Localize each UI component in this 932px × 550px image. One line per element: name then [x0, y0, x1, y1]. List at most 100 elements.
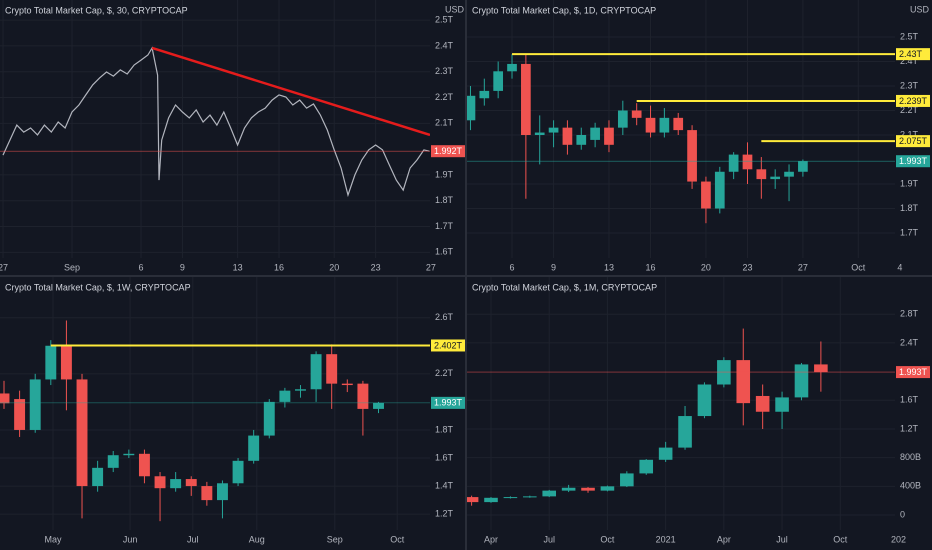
level-label: 2.075T: [899, 136, 928, 146]
candle-body: [201, 486, 213, 501]
y-tick-label: 2.8T: [900, 309, 919, 319]
candle-body: [775, 397, 789, 412]
plot-area: [2, 46, 430, 198]
x-tick-label: 4: [897, 262, 902, 272]
y-tick-label: 1.9T: [435, 169, 454, 179]
candle-body: [373, 402, 384, 409]
x-tick-label: 16: [646, 262, 656, 272]
x-tick-label: 20: [701, 262, 711, 272]
x-tick-label: Oct: [600, 534, 615, 544]
x-tick-label: Jun: [123, 534, 138, 544]
y-tick-label: 2.1T: [435, 118, 454, 128]
y-tick-label: 2.2T: [435, 368, 454, 378]
candle-body: [617, 110, 628, 128]
candle-body: [76, 379, 88, 487]
candle-body: [728, 154, 739, 172]
candle-body: [248, 435, 260, 461]
x-tick-label: 13: [233, 262, 243, 272]
candle-body: [620, 473, 634, 487]
x-tick-label: 13: [604, 262, 614, 272]
candle-body: [562, 127, 573, 145]
y-axis-label: USD: [445, 4, 465, 14]
grid: [0, 0, 430, 258]
y-tick-label: 1.9T: [900, 178, 919, 188]
plot-area: [467, 54, 808, 224]
y-tick-label: 2.1T: [900, 129, 919, 139]
y-tick-label: 2.2T: [435, 92, 454, 102]
x-tick-label: 2021: [656, 534, 676, 544]
candle-body: [576, 135, 587, 145]
level-label-bg: [896, 94, 930, 107]
candle-body: [631, 110, 642, 118]
candle-body: [170, 479, 182, 489]
last-price-bg: [431, 396, 465, 409]
level-label: 2.239T: [899, 96, 928, 106]
x-tick-label: 27: [426, 262, 436, 272]
candle-body: [232, 460, 244, 484]
last-price-label: 1.993T: [899, 367, 928, 377]
level-label: 2.43T: [899, 49, 923, 59]
grid: [467, 0, 895, 258]
candle-body: [467, 95, 476, 121]
y-tick-label: 1.6T: [435, 247, 454, 257]
candle-body: [755, 395, 770, 412]
x-tick-label: 202: [891, 534, 906, 544]
candle-body: [770, 176, 781, 180]
y-tick-label: 1.4T: [435, 480, 454, 490]
candle-body: [60, 345, 72, 380]
x-tick-label: 6: [510, 262, 515, 272]
candle-body: [14, 399, 26, 430]
y-tick-label: 400B: [900, 481, 921, 491]
level-label-bg: [896, 135, 930, 148]
last-price-bg: [896, 366, 930, 379]
last-price-bg: [896, 155, 930, 168]
y-tick-label: 2.5T: [900, 31, 919, 41]
y-tick-label: 2.3T: [900, 80, 919, 90]
candle-body: [561, 487, 576, 491]
candle-body: [216, 483, 228, 501]
candle-body: [542, 490, 557, 497]
last-price-label: 1.993T: [434, 398, 463, 408]
y-tick-label: 2.4T: [435, 40, 454, 50]
candle-body: [604, 127, 614, 145]
x-tick-label: Oct: [390, 534, 405, 544]
x-tick-label: Jul: [776, 534, 788, 544]
x-tick-label: 23: [371, 262, 381, 272]
candle-body: [279, 390, 291, 402]
candle-body: [467, 497, 479, 503]
level-label-bg: [896, 48, 930, 61]
candle-body: [341, 383, 353, 386]
chart-title: Crypto Total Market Cap, $, 1D, CRYPTOCA…: [472, 5, 656, 15]
y-tick-label: 1.8T: [900, 203, 919, 213]
candle-body: [123, 453, 135, 456]
y-tick-label: 2.2T: [900, 105, 919, 115]
candle-body: [310, 354, 322, 390]
x-tick-label: May: [44, 534, 62, 544]
x-tick-label: 16: [274, 262, 284, 272]
candle-body: [658, 447, 673, 460]
x-tick-label: 6: [139, 262, 144, 272]
x-tick-label: Oct: [833, 534, 848, 544]
last-price-label: 1.993T: [899, 156, 928, 166]
x-tick-label: Jul: [543, 534, 555, 544]
chart-title: Crypto Total Market Cap, $, 1M, CRYPTOCA…: [472, 282, 657, 292]
candle-body: [678, 416, 692, 448]
chart-title: Crypto Total Market Cap, $, 30, CRYPTOCA…: [5, 5, 188, 15]
trend-line: [151, 46, 430, 137]
candle-body: [590, 127, 600, 140]
y-tick-label: 1.2T: [435, 509, 454, 519]
candle-body: [484, 497, 498, 503]
candle-body: [742, 154, 753, 170]
x-tick-label: Jul: [187, 534, 199, 544]
candle-body: [493, 71, 504, 91]
x-tick-label: Apr: [717, 534, 731, 544]
x-tick-label: Apr: [484, 534, 498, 544]
y-tick-label: 1.8T: [435, 424, 454, 434]
plot-area: [0, 320, 384, 522]
x-tick-label: 23: [742, 262, 752, 272]
level-label-bg: [431, 339, 465, 352]
candle-body: [548, 127, 559, 133]
y-tick-label: 1.7T: [435, 221, 454, 231]
candle-body: [701, 181, 711, 209]
